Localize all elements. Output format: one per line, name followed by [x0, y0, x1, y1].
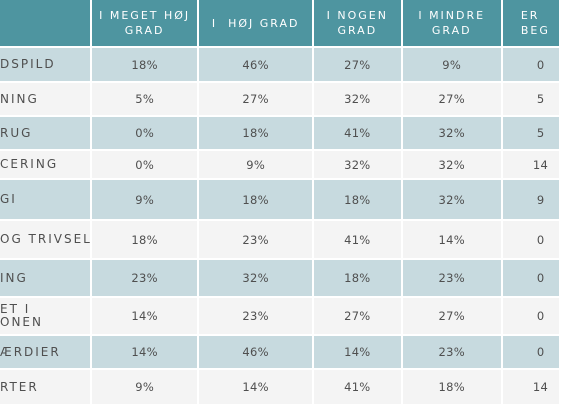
cell-very-high: 14% — [92, 298, 200, 336]
cell-not-at-all: 14 — [502, 151, 561, 180]
header-cell-some: I NOGEN GRAD — [314, 0, 403, 48]
cell-lesser: 14% — [402, 221, 503, 260]
table-row: NING 5% 27% 32% 27% 5 — [0, 83, 561, 117]
cell-not-at-all: 5 — [502, 117, 561, 151]
cell-some: 27% — [314, 298, 403, 336]
cell-high: 23% — [199, 221, 315, 260]
survey-results-table: I MEGET HØJ GRAD I HØJ GRAD I NOGEN GRAD… — [0, 0, 561, 406]
cell-not-at-all: 0 — [502, 260, 561, 298]
cell-not-at-all: 0 — [502, 48, 561, 83]
row-label: NING — [0, 83, 92, 117]
cell-high: 18% — [199, 180, 315, 221]
cell-some: 32% — [314, 151, 403, 180]
cell-lesser: 9% — [402, 48, 503, 83]
row-label: ING — [0, 260, 92, 298]
cell-some: 32% — [314, 83, 403, 117]
cell-very-high: 9% — [92, 180, 200, 221]
table-row: DSPILD 18% 46% 27% 9% 0 — [0, 48, 561, 83]
cell-very-high: 18% — [92, 48, 200, 83]
cell-some: 27% — [314, 48, 403, 83]
cell-not-at-all: 0 — [502, 221, 561, 260]
table-row: ING 23% 32% 18% 23% 0 — [0, 260, 561, 298]
cell-not-at-all: 14 — [502, 370, 561, 406]
table-row: ÆRDIER 14% 46% 14% 23% 0 — [0, 336, 561, 370]
cell-lesser: 32% — [402, 180, 503, 221]
row-label: ET I ONEN — [0, 298, 92, 336]
cell-high: 27% — [199, 83, 315, 117]
cell-some: 41% — [314, 370, 403, 406]
cell-lesser: 32% — [402, 117, 503, 151]
header-cell-lesser: I MINDRE GRAD — [402, 0, 503, 48]
table-row: OG TRIVSEL 18% 23% 41% 14% 0 — [0, 221, 561, 260]
cell-not-at-all: 0 — [502, 336, 561, 370]
cell-very-high: 18% — [92, 221, 200, 260]
cell-high: 9% — [199, 151, 315, 180]
cell-very-high: 9% — [92, 370, 200, 406]
cell-very-high: 14% — [92, 336, 200, 370]
table-row: CERING 0% 9% 32% 32% 14 — [0, 151, 561, 180]
cell-high: 18% — [199, 117, 315, 151]
header-cell-not-at-all: ER BEG — [502, 0, 561, 48]
cell-lesser: 27% — [402, 83, 503, 117]
cell-lesser: 23% — [402, 336, 503, 370]
cell-high: 46% — [199, 336, 315, 370]
header-cell-very-high: I MEGET HØJ GRAD — [92, 0, 200, 48]
cell-high: 32% — [199, 260, 315, 298]
cell-some: 18% — [314, 260, 403, 298]
table-row: ET I ONEN 14% 23% 27% 27% 0 — [0, 298, 561, 336]
cell-lesser: 32% — [402, 151, 503, 180]
cell-high: 14% — [199, 370, 315, 406]
cell-some: 14% — [314, 336, 403, 370]
row-label: ÆRDIER — [0, 336, 92, 370]
row-label: DSPILD — [0, 48, 92, 83]
cell-some: 18% — [314, 180, 403, 221]
cell-lesser: 23% — [402, 260, 503, 298]
header-cell-high: I HØJ GRAD — [199, 0, 315, 48]
cell-very-high: 5% — [92, 83, 200, 117]
row-label: RTER — [0, 370, 92, 406]
cell-some: 41% — [314, 117, 403, 151]
cell-not-at-all: 0 — [502, 298, 561, 336]
table-row: RUG 0% 18% 41% 32% 5 — [0, 117, 561, 151]
cell-lesser: 27% — [402, 298, 503, 336]
cell-some: 41% — [314, 221, 403, 260]
cell-very-high: 0% — [92, 151, 200, 180]
cell-very-high: 23% — [92, 260, 200, 298]
row-label: GI — [0, 180, 92, 221]
cell-not-at-all: 5 — [502, 83, 561, 117]
cell-high: 46% — [199, 48, 315, 83]
row-label: OG TRIVSEL — [0, 221, 92, 260]
row-label: CERING — [0, 151, 92, 180]
cell-very-high: 0% — [92, 117, 200, 151]
table-row: RTER 9% 14% 41% 18% 14 — [0, 370, 561, 406]
table-row: GI 9% 18% 18% 32% 9 — [0, 180, 561, 221]
row-label: RUG — [0, 117, 92, 151]
cell-not-at-all: 9 — [502, 180, 561, 221]
header-cell-label — [0, 0, 92, 48]
cell-high: 23% — [199, 298, 315, 336]
cell-lesser: 18% — [402, 370, 503, 406]
header-row: I MEGET HØJ GRAD I HØJ GRAD I NOGEN GRAD… — [0, 0, 561, 48]
